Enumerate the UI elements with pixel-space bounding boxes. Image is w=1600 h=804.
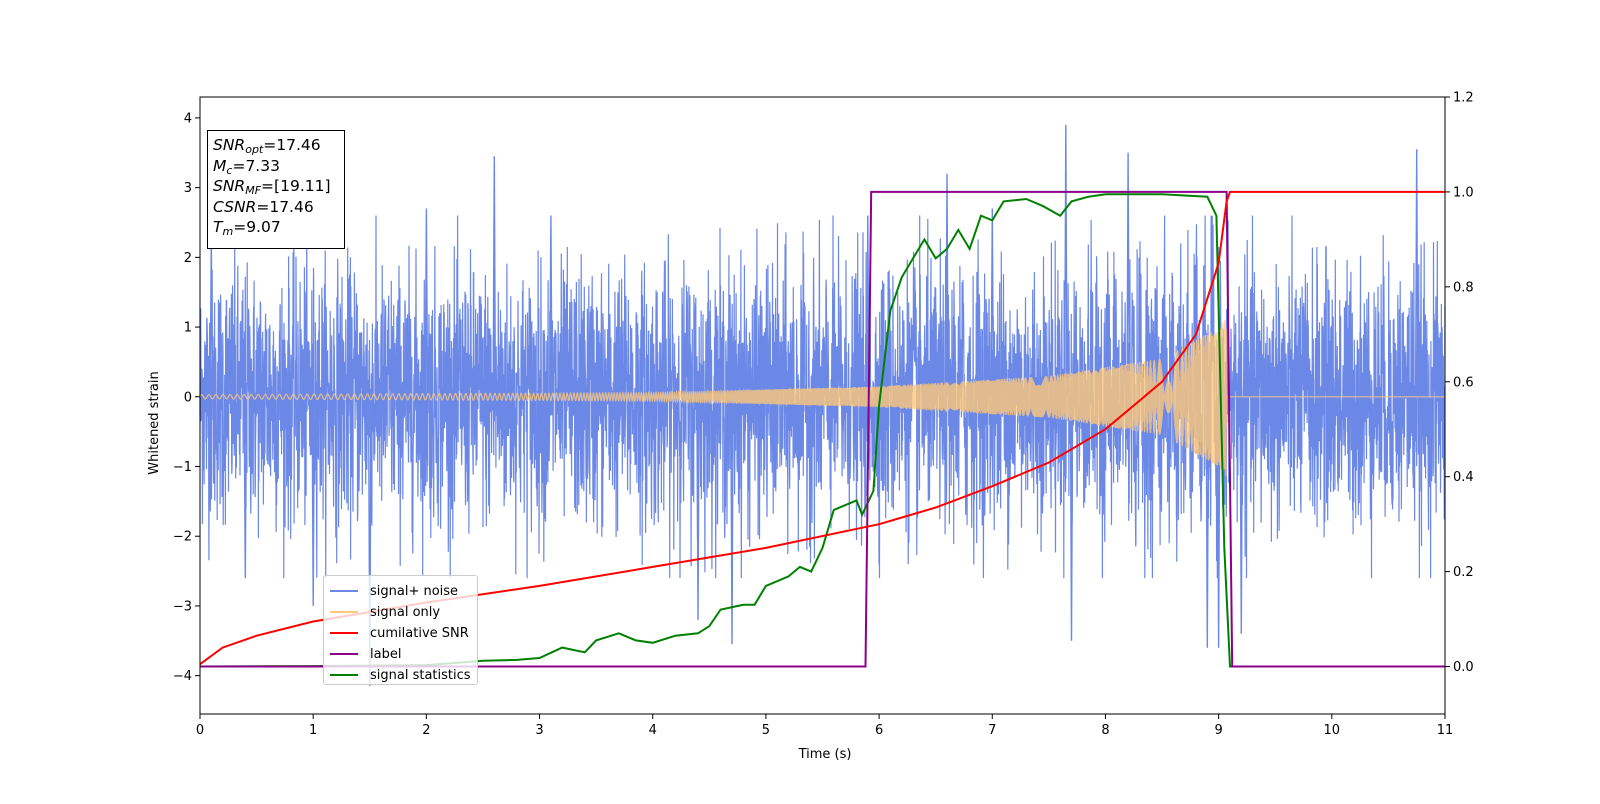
legend-item-cumulative-snr: cumilative SNR bbox=[330, 623, 469, 643]
legend-label-label: label bbox=[370, 646, 402, 662]
x-tick-label: 5 bbox=[762, 723, 770, 738]
x-axis-label: Time (s) bbox=[798, 747, 852, 762]
legend: signal+ noise signal only cumilative SNR… bbox=[323, 575, 478, 685]
y2-tick-label: 1.2 bbox=[1453, 91, 1474, 106]
legend-item-label: label bbox=[330, 644, 401, 664]
legend-item-signal-only: signal only bbox=[330, 602, 440, 622]
legend-label-cumulative-snr: cumilative SNR bbox=[370, 625, 469, 641]
y-tick-label: 2 bbox=[184, 251, 192, 266]
snr-opt-value: 17.46 bbox=[276, 136, 321, 154]
snr-mf-value: [19.11] bbox=[274, 177, 331, 195]
legend-swatch-signal-statistics bbox=[330, 674, 358, 676]
legend-label-signal-statistics: signal statistics bbox=[370, 667, 471, 683]
series-signal-noise bbox=[199, 215, 1446, 579]
legend-swatch-label bbox=[330, 653, 358, 655]
x-tick-label: 8 bbox=[1101, 723, 1109, 738]
x-tick-label: 0 bbox=[196, 723, 204, 738]
y-tick-label: 3 bbox=[184, 181, 192, 196]
annotation-tm: Tm=9.07 bbox=[213, 218, 281, 238]
x-tick-label: 4 bbox=[649, 723, 657, 738]
x-tick-label: 3 bbox=[535, 723, 543, 738]
y2-tick-label: 0.4 bbox=[1453, 470, 1474, 485]
series-signal-only bbox=[199, 319, 1445, 477]
x-tick-label: 10 bbox=[1324, 723, 1341, 738]
y2-tick-label: 0.8 bbox=[1453, 280, 1474, 295]
csnr-value: 17.46 bbox=[269, 197, 314, 216]
annotation-mc: Mc=7.33 bbox=[213, 156, 280, 177]
legend-label-signal-only: signal only bbox=[370, 604, 441, 620]
tm-value: 9.07 bbox=[246, 218, 281, 236]
x-tick-label: 1 bbox=[309, 723, 317, 738]
axes-layer: 0 1 2 3 4 5 6 7 8 9 10 11 −4 −3 −2 −1 0 1 2 3 4 0.0 0.2 0.4 0.6 0… bbox=[173, 91, 1474, 739]
x-tick-label: 11 bbox=[1437, 723, 1454, 738]
y-tick-label: 0 bbox=[184, 390, 192, 405]
y2-tick-label: 0.0 bbox=[1453, 660, 1474, 675]
chirp-layer bbox=[199, 319, 1445, 477]
mc-value: 7.33 bbox=[245, 156, 280, 175]
annotation-csnr: CSNR=17.46 bbox=[213, 197, 314, 216]
y-tick-label: 4 bbox=[184, 111, 192, 126]
x-tick-label: 2 bbox=[422, 723, 430, 738]
y2-tick-label: 0.2 bbox=[1453, 565, 1474, 580]
y-tick-label: −2 bbox=[173, 530, 192, 545]
annotation-snr-opt: SNRopt=17.46 bbox=[213, 136, 321, 156]
y2-tick-label: 1.0 bbox=[1453, 185, 1474, 200]
y-axis-label: Whitened strain bbox=[147, 371, 162, 474]
y2-tick-label: 0.6 bbox=[1453, 375, 1474, 390]
y-tick-label: −4 bbox=[173, 669, 192, 684]
stats-annotation-box: SNRopt=17.46 Mc=7.33 SNRMF=[19.11] CSNR=… bbox=[207, 130, 345, 249]
y-tick-label: 1 bbox=[184, 321, 192, 336]
series-cumilative-snr bbox=[199, 190, 1445, 666]
y-tick-label: −3 bbox=[173, 599, 192, 614]
legend-swatch-signal-noise bbox=[330, 590, 358, 592]
legend-swatch-cumulative-snr bbox=[330, 632, 358, 634]
legend-item-signal-statistics: signal statistics bbox=[330, 665, 471, 685]
curve-layer bbox=[199, 190, 1445, 668]
annotation-snr-mf: SNRMF=[19.11] bbox=[213, 177, 331, 197]
x-tick-label: 6 bbox=[875, 723, 883, 738]
plot-frame bbox=[199, 96, 1446, 715]
series-signal-statistics bbox=[199, 193, 1445, 668]
legend-item-signal-noise: signal+ noise bbox=[330, 581, 458, 601]
series-label bbox=[200, 190, 1445, 668]
x-tick-label: 7 bbox=[988, 723, 996, 738]
legend-swatch-signal-only bbox=[330, 611, 358, 613]
legend-label-signal-noise: signal+ noise bbox=[370, 583, 459, 599]
y-tick-label: −1 bbox=[173, 460, 192, 475]
x-tick-label: 9 bbox=[1214, 723, 1222, 738]
